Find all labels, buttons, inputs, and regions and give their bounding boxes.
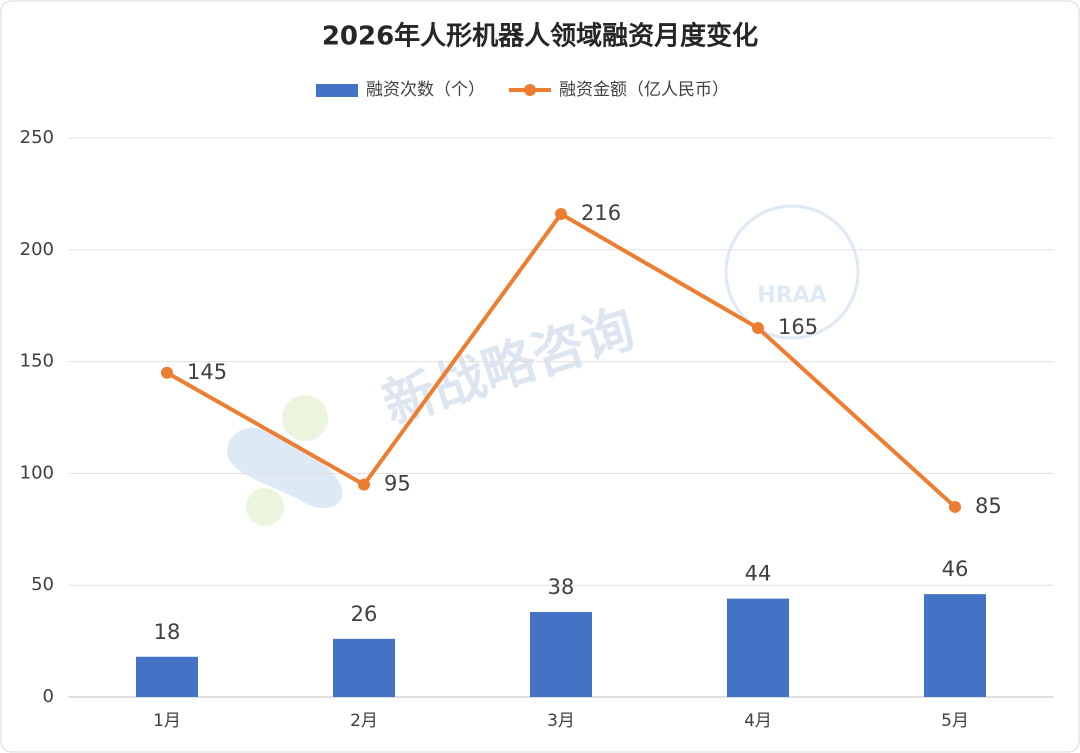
watermark-shape: [227, 427, 343, 509]
line-point: [161, 366, 173, 379]
line-point: [358, 478, 370, 491]
data-label: 216: [581, 201, 621, 225]
bar: [136, 656, 198, 697]
y-tick-label: 250: [20, 127, 54, 148]
x-tick-label: 1月: [153, 711, 181, 731]
x-tick-label: 3月: [547, 711, 575, 731]
bar: [727, 598, 789, 697]
watermark-shape: [724, 204, 860, 340]
data-label: 145: [187, 360, 227, 384]
legend-label: 融资金额（亿人民币）: [559, 80, 729, 100]
data-label: 26: [351, 602, 378, 626]
y-tick-label: 50: [31, 574, 54, 595]
x-tick-label: 2月: [350, 711, 378, 731]
x-tick-label: 5月: [941, 711, 969, 731]
data-label: 165: [778, 315, 818, 339]
watermark-shape: [246, 488, 284, 526]
legend-label: 融资次数（个）: [366, 80, 485, 100]
data-label: 85: [975, 494, 1002, 518]
watermark-shape: [282, 395, 328, 441]
bar: [530, 612, 592, 697]
data-label: 38: [548, 575, 575, 599]
data-label: 44: [745, 562, 772, 586]
x-tick-label: 4月: [744, 711, 772, 731]
line-point: [752, 322, 764, 335]
line-point: [555, 208, 567, 221]
line-point: [949, 500, 961, 513]
bar: [333, 638, 395, 697]
bar: [924, 594, 986, 697]
legend-swatch: [524, 84, 536, 96]
y-tick-label: 200: [20, 239, 54, 260]
data-label: 46: [942, 557, 969, 581]
data-label: 95: [384, 472, 411, 496]
y-tick-label: 150: [20, 351, 54, 372]
legend-swatch: [316, 84, 358, 97]
data-label: 18: [154, 620, 181, 644]
watermark-text: HRAA: [757, 283, 826, 308]
y-tick-label: 0: [43, 686, 54, 707]
y-tick-label: 100: [20, 462, 54, 483]
chart-title: 2026年人形机器人领域融资月度变化: [322, 21, 758, 52]
